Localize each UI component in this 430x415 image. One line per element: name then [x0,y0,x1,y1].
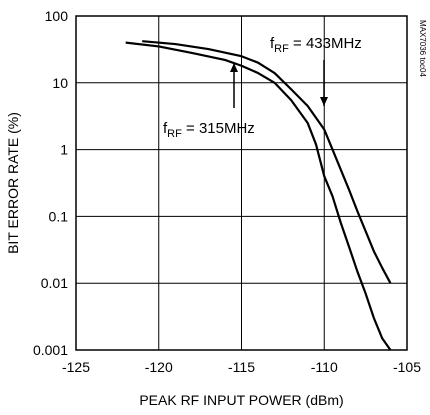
figure-id-label: MAX7036 toc04 [418,20,427,77]
series-lines [125,40,392,351]
x-tick-label: -120 [145,359,173,375]
series-line-433mhz [142,40,392,284]
annotation-315mhz: fRF = 315MHz [163,120,255,140]
x-axis-label: PEAK RF INPUT POWER (dBm) [139,392,343,408]
y-tick-label: 100 [45,8,69,24]
y-tick-label: 1 [60,142,68,158]
y-tick-labels: 0.001 0.01 0.1 1 10 100 [33,8,68,358]
series-line-315mhz [125,41,392,351]
x-tick-label: -115 [228,359,255,375]
x-tick-label: -125 [62,359,90,375]
annotation-433mhz-arrowhead [320,97,328,106]
y-tick-label: 0.001 [33,342,68,358]
y-tick-label: 0.1 [49,208,69,224]
y-tick-label: 0.01 [41,275,68,291]
y-axis-label: BIT ERROR RATE (%) [5,112,21,254]
annotations: fRF = 433MHz fRF = 315MHz [163,35,362,140]
annotation-315mhz-arrowhead [230,63,238,72]
plot-frame [75,15,408,351]
y-tick-label: 10 [52,75,68,91]
x-tick-label: -105 [393,359,421,375]
x-tick-label: -110 [311,359,338,375]
annotation-433mhz: fRF = 433MHz [270,35,362,55]
x-tick-labels: -125 -120 -115 -110 -105 [62,359,421,375]
